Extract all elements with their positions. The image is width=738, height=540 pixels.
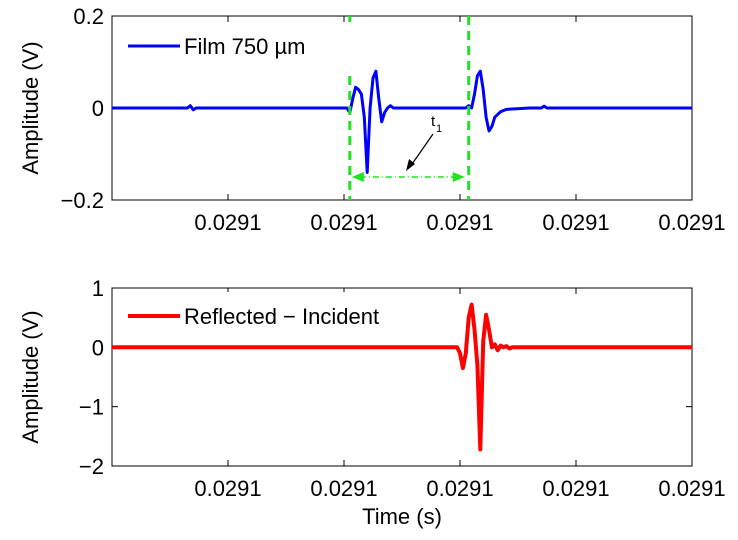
arrow-head-left [351,172,364,182]
y-tick-label: −1 [79,395,104,420]
x-tick-label: 0.0291 [542,210,609,235]
x-tick-label: 0.0291 [542,476,609,501]
axes-frame [111,287,693,467]
y-axis-label: Amplitude (V) [18,41,43,174]
y-tick-label: 1 [92,276,104,301]
y-axis-label: Amplitude (V) [18,310,43,443]
x-tick-label: 0.0291 [310,476,377,501]
x-axis-label: Time (s) [362,504,442,529]
x-tick-label: 0.0291 [426,210,493,235]
y-tick-label: 0.2 [73,4,104,29]
y-tick-label: −2 [79,454,104,479]
y-tick-label: 0 [92,335,104,360]
bottom-panel: −2 −1 0 1 0.0291 0.0291 0.0291 0.0291 0.0291 Ampl… [18,276,726,529]
x-tick-label: 0.0291 [426,476,493,501]
legend-label: Reflected − Incident [184,304,379,329]
top-panel: −0.2 0 0.2 0.0291 0.0291 0.0291 0.0291 0.0291 Am… [18,4,726,235]
annotation-pointer [409,133,434,168]
x-tick-label: 0.0291 [310,210,377,235]
legend-label: Film 750 µm [184,34,305,59]
y-tick-label: 0 [92,96,104,121]
x-tick-label: 0.0291 [194,476,261,501]
series-line [112,69,692,174]
series-line [112,302,692,452]
annotation-subscript: 1 [436,123,442,135]
x-tick-label: 0.0291 [194,210,261,235]
y-tick-label: −0.2 [61,188,104,213]
x-tick-label: 0.0291 [658,476,725,501]
annotation-label: t [431,113,436,130]
arrow-head-right [452,172,465,182]
annotation-pointer-head [406,159,415,171]
x-tick-label: 0.0291 [658,210,725,235]
